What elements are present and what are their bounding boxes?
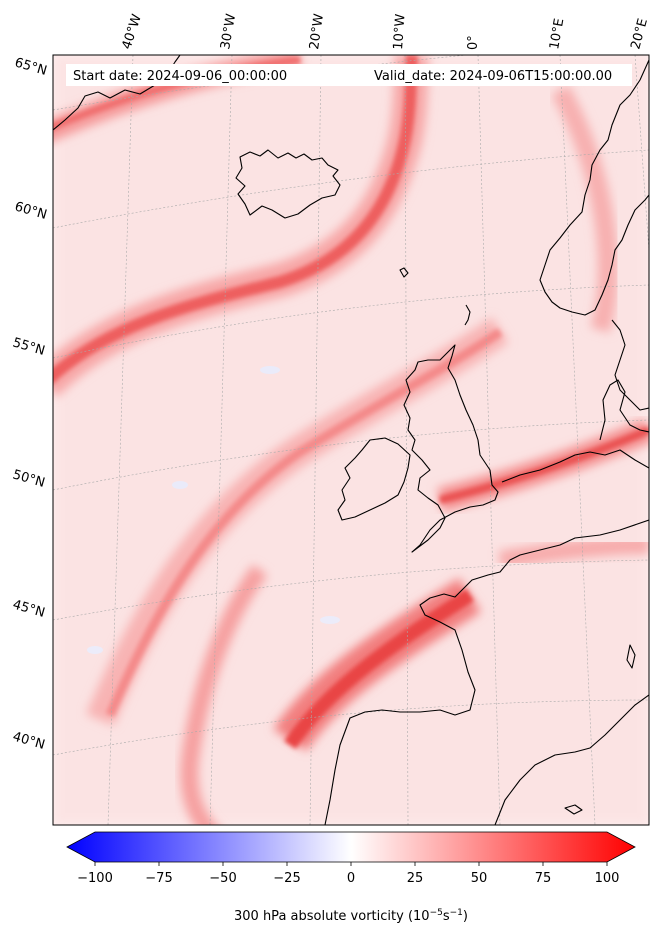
- map-panel: Start date: 2024-09-06_00:00:00 Valid_da…: [52, 54, 650, 826]
- great-britain-coast: [403, 344, 499, 553]
- start-date-label: Start date: 2024-09-06_00:00:00: [73, 69, 287, 84]
- vorticity-band-southwest: [180, 564, 268, 825]
- denmark-coast: [599, 379, 649, 441]
- lat-label-45n: 45°N: [11, 597, 47, 620]
- lat-label-55n: 55°N: [11, 335, 47, 358]
- colorbar-tick-label: −75: [145, 871, 172, 886]
- header-box: [66, 64, 632, 86]
- lon-label-30w: 30°W: [218, 13, 239, 51]
- colorbar-tick-label: 0: [347, 871, 355, 886]
- vorticity-band-europe-core: [439, 426, 649, 504]
- meridian-line: [309, 55, 322, 825]
- vorticity-negative-spot: [260, 366, 280, 374]
- balearic-coast: [564, 804, 583, 815]
- vorticity-negative-spot: [320, 616, 340, 624]
- colorbar-tick-label: 75: [535, 871, 552, 886]
- corsica-coast: [626, 644, 636, 669]
- parallel-line: [53, 699, 649, 756]
- lon-label-20e: 20°E: [628, 17, 651, 51]
- low-countries-coast: [501, 449, 649, 483]
- colorbar-ticks: −100 −75 −50 −25 0 25 50 75 100: [77, 862, 619, 886]
- vorticity-band-diagonal-core: [105, 328, 503, 717]
- lat-label-40n: 40°N: [11, 729, 47, 752]
- lon-label-10w: 10°W: [391, 13, 408, 50]
- colorbar-tick-label: −25: [273, 871, 300, 886]
- vorticity-negative-spot: [87, 646, 103, 654]
- north-africa-coast: [494, 694, 649, 825]
- france-iberia-coast: [324, 519, 649, 825]
- meridian-line: [107, 55, 134, 825]
- colorbar-tick-label: −100: [77, 871, 113, 886]
- parallel-line: [53, 149, 649, 229]
- vorticity-band-biscay-core: [284, 589, 474, 749]
- latitude-labels: 65°N 60°N 55°N 50°N 45°N 40°N: [11, 55, 49, 752]
- vorticity-negative-spot: [172, 481, 188, 489]
- lon-label-0: 0°: [466, 35, 481, 50]
- vorticity-band-france-south: [498, 536, 649, 569]
- map-frame: [52, 54, 650, 826]
- meridian-line: [477, 55, 501, 825]
- colorbar-label: 300 hPa absolute vorticity (10−5s−1): [234, 908, 468, 924]
- meridian-line: [559, 55, 596, 825]
- colorbar-body: [66, 831, 636, 863]
- meridian-line: [634, 55, 649, 256]
- lon-label-10e: 10°E: [547, 17, 567, 50]
- coastlines: [53, 55, 649, 825]
- parallel-line: [53, 559, 649, 621]
- valid-date-label: Valid_date: 2024-09-06T15:00:00.00: [374, 69, 612, 84]
- longitude-labels: 40°W 30°W 20°W 10°W 0° 10°E 20°E: [120, 12, 651, 51]
- colorbar-tick-label: 25: [407, 871, 424, 886]
- parallel-line: [53, 284, 649, 359]
- colorbar-tick-label: 50: [471, 871, 488, 886]
- colorbar: −100 −75 −50 −25 0 25 50 75 100 300 hPa absolute…: [66, 831, 636, 924]
- lat-label-65n: 65°N: [13, 55, 49, 78]
- vorticity-wash: [53, 55, 649, 825]
- norway-coast: [539, 59, 649, 316]
- iceland-coast: [235, 149, 341, 219]
- parallel-line: [53, 419, 649, 491]
- meridian-line: [404, 55, 409, 825]
- lon-label-40w: 40°W: [120, 12, 145, 51]
- meridian-line: [209, 55, 233, 825]
- vorticity-field: [53, 55, 649, 825]
- faroe-coast: [399, 267, 409, 278]
- lat-label-50n: 50°N: [11, 467, 47, 490]
- lat-label-60n: 60°N: [13, 199, 49, 222]
- colorbar-tick-label: 100: [595, 871, 620, 886]
- ireland-coast: [337, 437, 411, 521]
- colorbar-tick-label: −50: [209, 871, 236, 886]
- shetland-coast: [464, 304, 471, 326]
- vorticity-band-scandinavia: [551, 85, 618, 333]
- vorticity-band-jet-west-core: [53, 55, 418, 384]
- graticule: [53, 55, 649, 825]
- sweden-coast: [611, 319, 649, 411]
- lon-label-20w: 20°W: [307, 13, 327, 51]
